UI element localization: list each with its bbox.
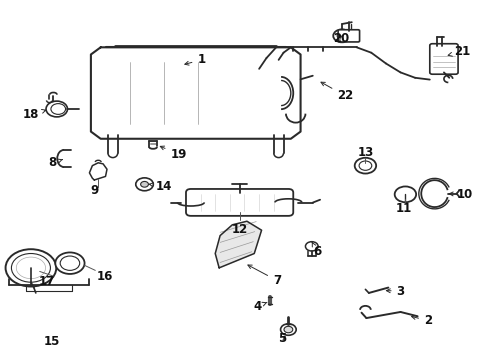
Text: 21: 21 bbox=[447, 45, 469, 58]
Circle shape bbox=[280, 324, 296, 335]
Text: 7: 7 bbox=[247, 265, 280, 287]
Text: 3: 3 bbox=[386, 285, 404, 298]
Text: 9: 9 bbox=[90, 184, 98, 197]
Circle shape bbox=[305, 242, 318, 251]
Circle shape bbox=[141, 181, 148, 187]
Text: 12: 12 bbox=[231, 223, 247, 236]
Text: 10: 10 bbox=[448, 188, 472, 201]
Text: 2: 2 bbox=[411, 314, 431, 327]
Text: 18: 18 bbox=[23, 108, 46, 121]
Text: 13: 13 bbox=[357, 146, 373, 159]
Circle shape bbox=[5, 249, 56, 287]
Circle shape bbox=[336, 32, 346, 40]
Circle shape bbox=[394, 186, 415, 202]
Text: 19: 19 bbox=[160, 146, 186, 161]
Text: 11: 11 bbox=[394, 202, 411, 215]
Circle shape bbox=[51, 104, 65, 114]
Circle shape bbox=[11, 253, 50, 282]
Text: 15: 15 bbox=[43, 335, 60, 348]
Circle shape bbox=[60, 256, 80, 270]
FancyBboxPatch shape bbox=[185, 189, 293, 216]
Text: 4: 4 bbox=[253, 300, 266, 313]
FancyBboxPatch shape bbox=[429, 44, 457, 74]
Text: 22: 22 bbox=[320, 82, 353, 102]
Text: 16: 16 bbox=[96, 270, 112, 283]
Circle shape bbox=[354, 158, 375, 174]
Text: 14: 14 bbox=[149, 180, 172, 193]
Text: 17: 17 bbox=[39, 275, 55, 288]
Text: 8: 8 bbox=[48, 156, 62, 169]
Circle shape bbox=[284, 326, 292, 333]
Text: 20: 20 bbox=[332, 32, 349, 45]
Text: 5: 5 bbox=[277, 332, 285, 345]
Circle shape bbox=[55, 252, 84, 274]
Circle shape bbox=[46, 101, 67, 117]
Circle shape bbox=[358, 161, 371, 170]
Circle shape bbox=[136, 178, 153, 191]
Text: 6: 6 bbox=[311, 242, 320, 258]
Text: 1: 1 bbox=[184, 53, 205, 66]
FancyBboxPatch shape bbox=[337, 30, 359, 42]
Polygon shape bbox=[215, 221, 261, 268]
Polygon shape bbox=[89, 163, 107, 180]
Polygon shape bbox=[91, 47, 300, 139]
